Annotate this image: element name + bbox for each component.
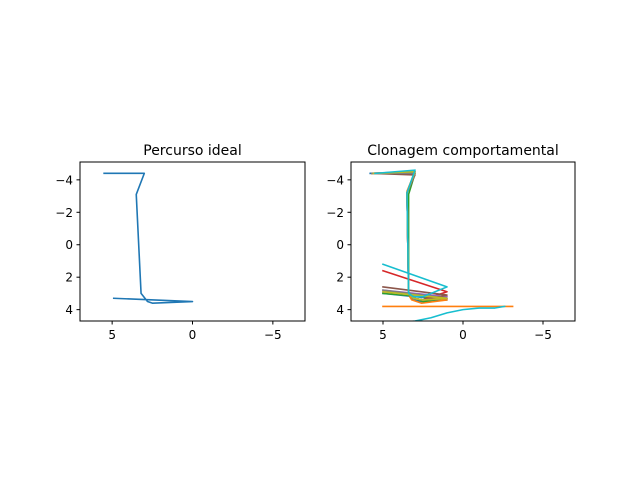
left-chart-y-tick-label: −4 (55, 173, 73, 187)
left-chart-x-tick-label: −5 (264, 328, 282, 342)
right-chart-title: Clonagem comportamental (367, 143, 559, 159)
left-chart-y-tick-label: 0 (65, 238, 73, 252)
left-chart-title: Percurso ideal (143, 143, 242, 159)
left-chart-panel: Percurso ideal 5 0 −5 −4 −2 0 2 4 (55, 143, 306, 342)
left-chart-y-tick-label: 4 (65, 303, 73, 317)
left-chart-x-tick-label: 5 (108, 328, 116, 342)
right-chart-y-tick-label: −4 (326, 173, 344, 187)
right-chart-x-tick-label: 0 (459, 328, 467, 342)
left-chart-series-line-1 (103, 172, 194, 304)
right-chart-y-tick-label: 0 (336, 238, 344, 252)
left-chart-y-tick-label: 2 (65, 271, 73, 285)
right-chart-series-line-10 (374, 169, 448, 298)
left-chart-y-tick-label: −2 (55, 206, 73, 220)
left-chart-axes: 5 0 −5 −4 −2 0 2 4 (55, 173, 281, 342)
right-chart-y-tick-label: 2 (336, 271, 344, 285)
right-chart-series-line-12 (407, 305, 506, 321)
right-chart-plot-area (369, 169, 514, 321)
right-chart-axes: 5 0 −5 −4 −2 0 2 4 (326, 173, 552, 342)
left-chart-x-tick-label: 0 (189, 328, 197, 342)
right-chart-x-tick-label: 5 (379, 328, 387, 342)
left-chart-plot-area (103, 172, 194, 304)
right-chart-panel: Clonagem comportamental 5 0 −5 −4 −2 0 2 4 (326, 143, 576, 342)
right-chart-y-tick-label: 4 (336, 303, 344, 317)
right-chart-frame (350, 161, 576, 322)
left-chart-frame (79, 161, 306, 322)
right-chart-y-tick-label: −2 (326, 206, 344, 220)
right-chart-x-tick-label: −5 (534, 328, 552, 342)
